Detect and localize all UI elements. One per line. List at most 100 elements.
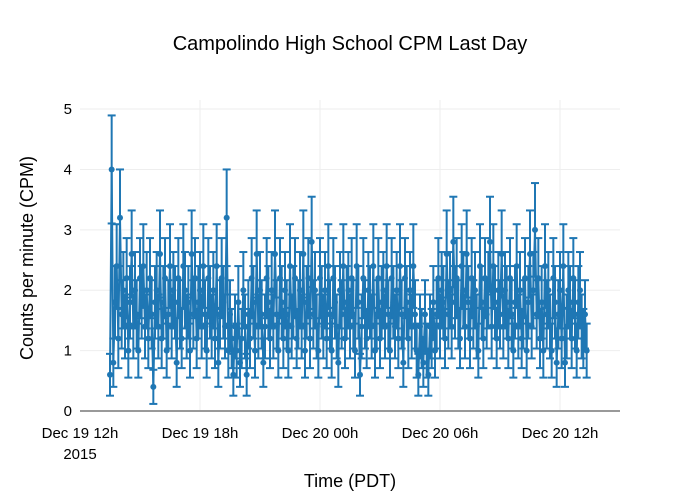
data-point (228, 335, 235, 342)
data-point (355, 299, 362, 306)
data-point (155, 323, 162, 330)
data-point (520, 311, 527, 318)
data-point (358, 323, 365, 330)
data-point (378, 299, 385, 306)
data-point (427, 323, 433, 330)
data-point (348, 275, 355, 282)
data-point (158, 335, 165, 342)
data-point (413, 347, 420, 354)
data-point (370, 263, 377, 270)
data-point (438, 287, 445, 294)
data-point (578, 323, 585, 330)
data-point (345, 287, 352, 294)
data-point (190, 311, 197, 318)
data-point (385, 311, 392, 318)
y-tick-label: 4 (64, 161, 72, 178)
data-point (357, 371, 363, 378)
data-point (430, 299, 437, 306)
data-point (447, 287, 453, 294)
data-point (500, 323, 507, 330)
data-point (250, 299, 257, 306)
data-point (382, 323, 388, 330)
data-point (377, 335, 383, 342)
y-tick-label: 3 (64, 222, 72, 239)
data-point (452, 299, 458, 306)
data-point (432, 347, 438, 354)
data-point (480, 335, 487, 342)
data-point (208, 323, 215, 330)
data-point (240, 287, 247, 294)
data-point (375, 275, 382, 282)
data-point (535, 275, 542, 282)
data-point (440, 299, 447, 306)
y-axis-ticks: 0 1 2 3 4 5 (64, 101, 72, 420)
data-point (282, 287, 288, 294)
x-axis-title: Time (PDT) (304, 471, 396, 491)
data-point (308, 238, 315, 245)
data-point (485, 287, 492, 294)
data-point (402, 275, 408, 282)
data-point (205, 275, 212, 282)
data-point (278, 299, 285, 306)
data-point (313, 323, 320, 330)
data-point (153, 287, 160, 294)
markers (107, 166, 590, 390)
data-point (572, 311, 578, 318)
data-point (292, 275, 298, 282)
data-point (185, 299, 192, 306)
data-point (372, 347, 378, 354)
data-point (182, 287, 188, 294)
data-point (562, 359, 568, 366)
data-point (548, 347, 555, 354)
data-point (125, 347, 132, 354)
data-point (317, 275, 323, 282)
data-point (428, 335, 435, 342)
chart-title: Campolindo High School CPM Last Day (173, 33, 528, 55)
data-point (462, 323, 468, 330)
data-point (307, 335, 313, 342)
data-point (390, 299, 397, 306)
data-point (202, 311, 208, 318)
data-point (577, 287, 583, 294)
data-point (207, 299, 213, 306)
data-point (220, 299, 227, 306)
data-point (178, 335, 185, 342)
data-point (265, 299, 272, 306)
data-point (268, 287, 275, 294)
x-axis-ticks: Dec 19 12h 2015 Dec 19 18h Dec 20 00h Dec 20… (42, 425, 599, 463)
data-point (505, 335, 512, 342)
data-point (148, 311, 155, 318)
data-point (263, 275, 270, 282)
data-point (448, 323, 455, 330)
data-point (492, 299, 498, 306)
data-point (192, 275, 198, 282)
data-point (193, 335, 200, 342)
data-point (463, 250, 470, 257)
data-point (435, 275, 442, 282)
data-point (112, 299, 118, 306)
data-point (188, 250, 195, 257)
data-point (147, 275, 153, 282)
data-point (315, 347, 322, 354)
data-point (555, 311, 562, 318)
x-tick-label: Dec 20 06h (402, 425, 479, 442)
data-point (213, 263, 220, 270)
data-point (173, 359, 180, 366)
x-tick-label: Dec 20 12h (522, 425, 599, 442)
data-point (187, 347, 193, 354)
data-point (497, 311, 503, 318)
data-point (363, 335, 370, 342)
data-point (327, 311, 333, 318)
data-point (145, 335, 152, 342)
data-point (115, 335, 122, 342)
data-point (423, 347, 430, 354)
data-point (540, 347, 547, 354)
data-point (412, 311, 418, 318)
data-point (140, 263, 147, 270)
data-point (495, 287, 502, 294)
y-tick-label: 5 (64, 101, 72, 118)
data-point (350, 311, 357, 318)
data-point (203, 347, 210, 354)
data-point (477, 263, 483, 270)
data-point (433, 311, 440, 318)
